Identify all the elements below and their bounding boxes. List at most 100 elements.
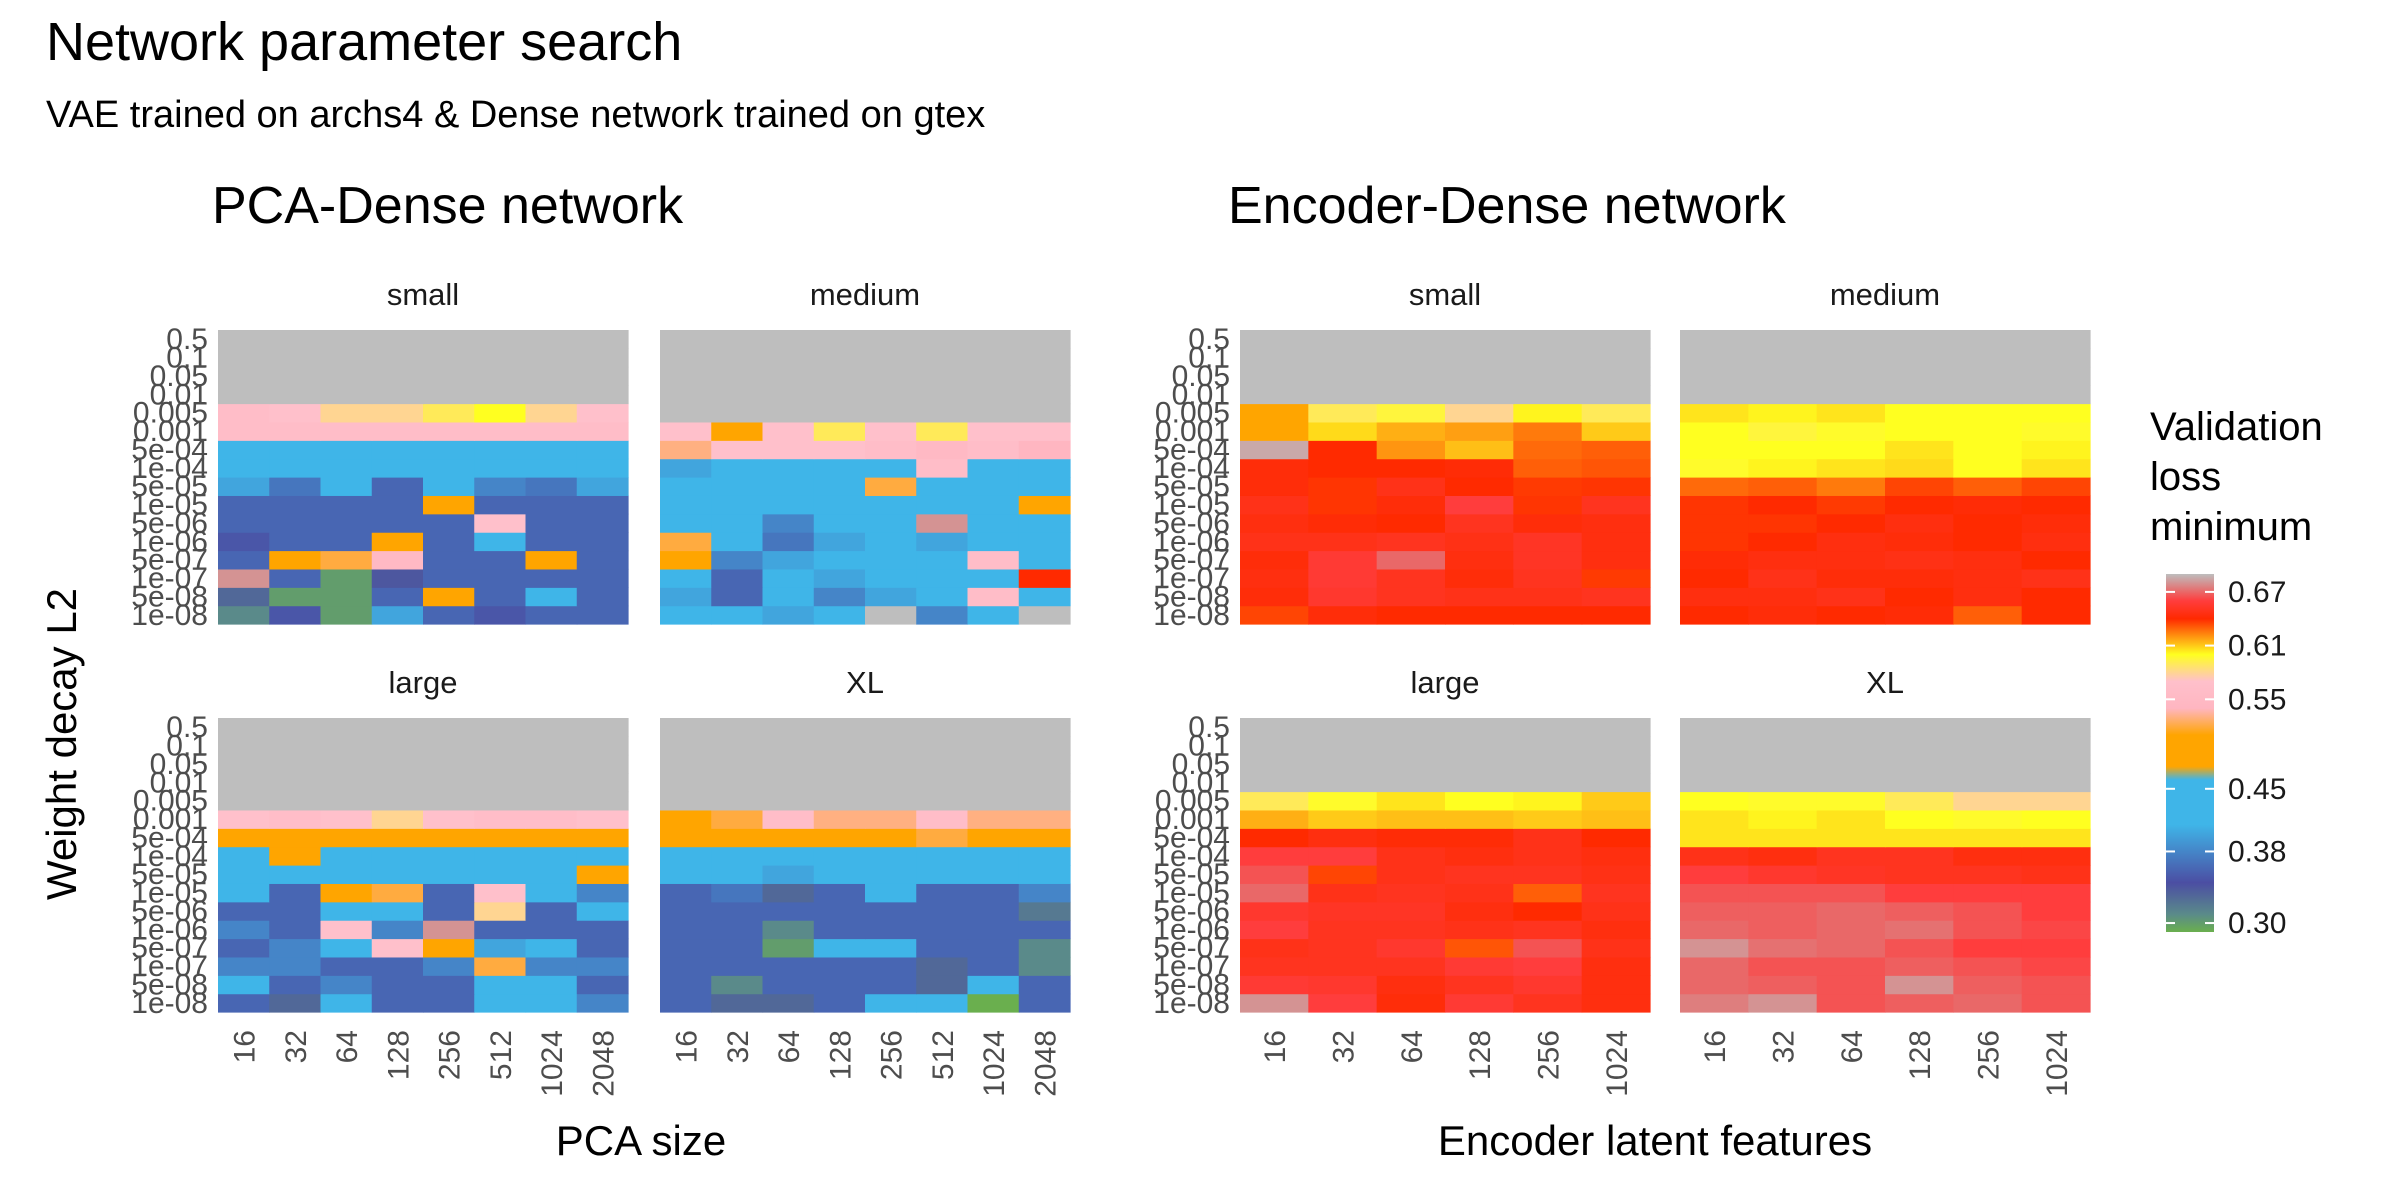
heatmap-cell [865, 938, 917, 958]
heatmap-cell [711, 791, 764, 811]
heatmap-cell [1885, 421, 1954, 441]
heatmap-cell [1816, 718, 1886, 737]
y-tick-label: 1e-06 [1153, 913, 1230, 946]
heatmap-cell [1953, 348, 2023, 368]
heatmap-cell [423, 366, 475, 386]
heatmap-cell [813, 920, 866, 940]
heatmap-cell [813, 736, 866, 756]
heatmap-cell [865, 828, 917, 848]
heatmap-cell [1816, 938, 1886, 958]
heatmap-cell [1953, 901, 2023, 921]
heatmap-cell [525, 718, 578, 737]
heatmap-cell [269, 385, 322, 405]
heatmap-cell [269, 956, 322, 976]
heatmap-cell [474, 956, 527, 976]
heatmap-cell [1816, 513, 1886, 533]
heatmap-panels: small1e-085e-081e-075e-071e-065e-061e-05… [131, 277, 2091, 1097]
heatmap-cell [762, 550, 815, 570]
heatmap-cell [1885, 532, 1954, 552]
heatmap-cell [371, 385, 424, 405]
heatmap-cell [865, 754, 917, 774]
heatmap-cell [1885, 718, 1954, 737]
heatmap-cell [320, 403, 373, 423]
heatmap-cell [269, 587, 322, 607]
heatmap-cell [320, 366, 373, 386]
heatmap-cell [660, 568, 712, 588]
x-tick-label: 2048 [587, 1030, 620, 1097]
heatmap-cell [371, 736, 424, 756]
heatmap-cell [269, 920, 322, 940]
heatmap-cell [2021, 956, 2091, 976]
heatmap-cell [1240, 865, 1309, 884]
heatmap-cell [711, 975, 764, 995]
heatmap-cell [371, 477, 424, 496]
heatmap-cell [967, 718, 1020, 737]
heatmap-cell [865, 348, 917, 368]
heatmap-cell [660, 495, 712, 515]
heatmap-cell [576, 736, 629, 756]
heatmap-cell [371, 846, 424, 866]
y-tick-label: 0.05 [150, 360, 208, 393]
heatmap-cell [371, 901, 424, 921]
y-tick-label: 0.01 [150, 766, 208, 799]
heatmap-cell [916, 809, 969, 829]
heatmap-cell [320, 773, 373, 793]
heatmap-cell [1816, 736, 1886, 756]
heatmap-cell [576, 568, 629, 588]
heatmap-cell [1953, 809, 2023, 829]
heatmap-cell [1748, 568, 1818, 588]
heatmap-cell [474, 920, 527, 940]
heatmap-cell [474, 791, 527, 811]
heatmap-cell [813, 773, 866, 793]
heatmap-cell [1816, 773, 1886, 793]
y-tick-label: 5e-05 [131, 858, 208, 891]
heatmap-cell [576, 920, 629, 940]
y-tick-label: 1e-08 [1153, 987, 1230, 1020]
heatmap-cell [916, 403, 969, 423]
heatmap-cell [1018, 458, 1071, 478]
heatmap-cell [474, 773, 527, 793]
x-tick-label: 32 [1328, 1030, 1361, 1063]
heatmap-cell [1445, 993, 1514, 1013]
heatmap-cell [525, 587, 578, 607]
heatmap-cell [371, 532, 424, 552]
heatmap-cell [660, 938, 712, 958]
heatmap-cell [865, 550, 917, 570]
heatmap-cell [218, 532, 270, 552]
legend-tick-label: 0.67 [2228, 576, 2286, 609]
heatmap-cell [916, 865, 969, 884]
heatmap-cell [1680, 956, 1749, 976]
y-tick-label: 5e-07 [131, 544, 208, 577]
heatmap-cell [269, 348, 322, 368]
heatmap-cell [1445, 421, 1514, 441]
heatmap-cell [1581, 938, 1651, 958]
y-tick-label: 5e-07 [131, 932, 208, 965]
heatmap-cell [1581, 366, 1651, 386]
heatmap-cell [1513, 421, 1583, 441]
x-tick-label: 128 [382, 1030, 415, 1080]
heatmap-cell [1953, 993, 2023, 1013]
heatmap-cell [218, 865, 270, 884]
heatmap-cell [423, 587, 475, 607]
heatmap-cell [576, 773, 629, 793]
heatmap-cell [1885, 865, 1954, 884]
heatmap-cell [1308, 938, 1378, 958]
heatmap-cell [813, 366, 866, 386]
heatmap-cell [1308, 495, 1378, 515]
heatmap-cell [1513, 477, 1583, 496]
heatmap-cell [813, 754, 866, 774]
x-tick-label: 512 [485, 1030, 518, 1080]
heatmap-cell [371, 975, 424, 995]
heatmap-cell [1240, 975, 1309, 995]
heatmap-cell [1240, 773, 1309, 793]
heatmap-cell [1680, 773, 1749, 793]
x-tick-label: 128 [1904, 1030, 1937, 1080]
heatmap-cell [865, 568, 917, 588]
heatmap-cell [474, 828, 527, 848]
heatmap-cell [474, 809, 527, 829]
heatmap-cell [1376, 956, 1446, 976]
heatmap-cell [1885, 993, 1954, 1013]
heatmap-cell [660, 385, 712, 405]
heatmap-cell [1816, 956, 1886, 976]
